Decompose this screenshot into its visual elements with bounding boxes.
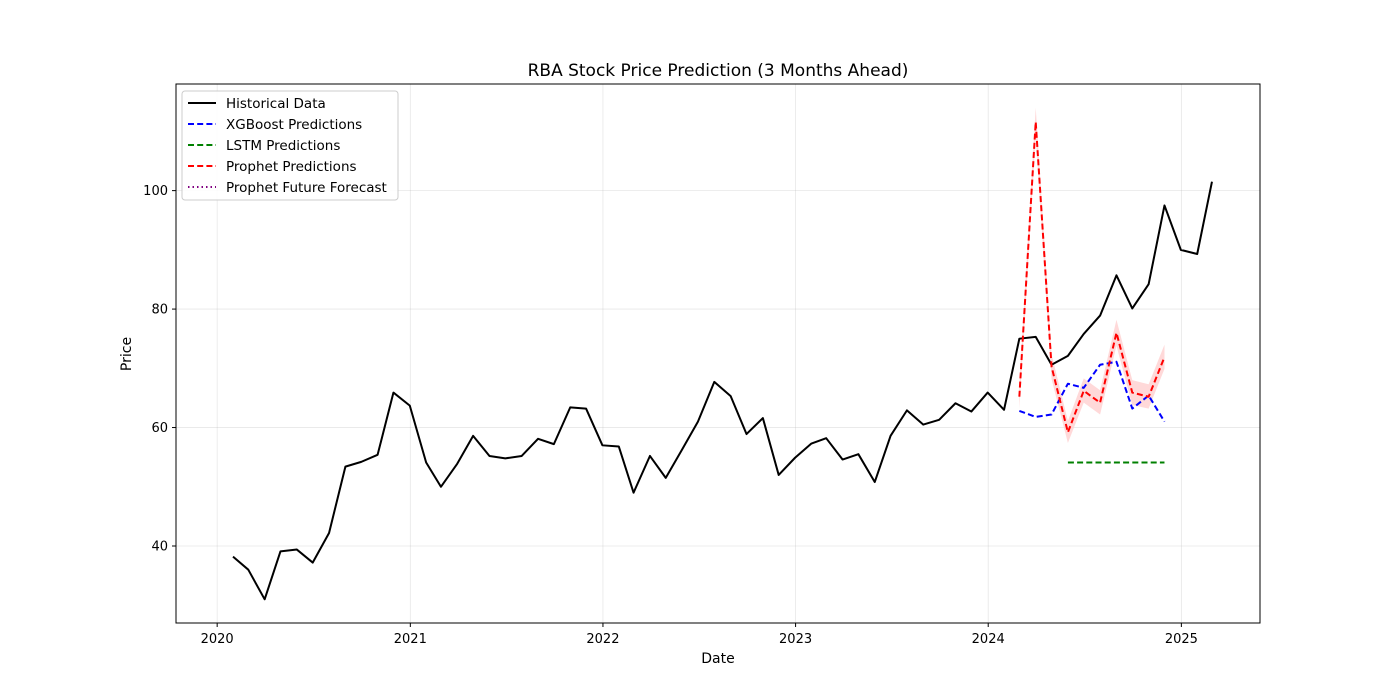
y-tick-label: 40 xyxy=(151,540,168,555)
x-axis-label: Date xyxy=(701,651,734,667)
axis-ticks: 2020 2021 2022 2023 2024 2025 40 60 80 100 xyxy=(143,184,1198,647)
legend-label: Prophet Predictions xyxy=(226,159,357,175)
x-tick-label: 2021 xyxy=(394,632,427,647)
legend-label: Prophet Future Forecast xyxy=(226,180,387,196)
x-tick-label: 2022 xyxy=(586,632,619,647)
x-tick-label: 2023 xyxy=(779,632,812,647)
legend-label: XGBoost Predictions xyxy=(226,117,362,133)
chart-title: RBA Stock Price Prediction (3 Months Ahe… xyxy=(528,61,909,81)
plot-area-frame xyxy=(175,83,1261,624)
x-tick-label: 2020 xyxy=(201,632,234,647)
series-line xyxy=(232,181,1213,601)
series-lines xyxy=(232,120,1213,601)
series-line xyxy=(1018,120,1166,434)
y-tick-label: 60 xyxy=(151,421,168,436)
confidence-bands xyxy=(1019,107,1165,443)
x-tick-label: 2025 xyxy=(1165,632,1198,647)
legend-box xyxy=(181,90,399,201)
legend-label: LSTM Predictions xyxy=(226,138,340,154)
x-tick-label: 2024 xyxy=(972,632,1005,647)
y-tick-label: 80 xyxy=(151,303,168,318)
y-axis-label: Price xyxy=(119,337,135,371)
legend: Historical Data XGBoost Predictions LSTM P… xyxy=(181,90,399,201)
gridlines xyxy=(176,84,1260,623)
confidence-band xyxy=(1019,107,1165,443)
series-line xyxy=(1019,360,1166,423)
y-tick-label: 100 xyxy=(143,184,168,199)
legend-label: Historical Data xyxy=(226,96,326,112)
